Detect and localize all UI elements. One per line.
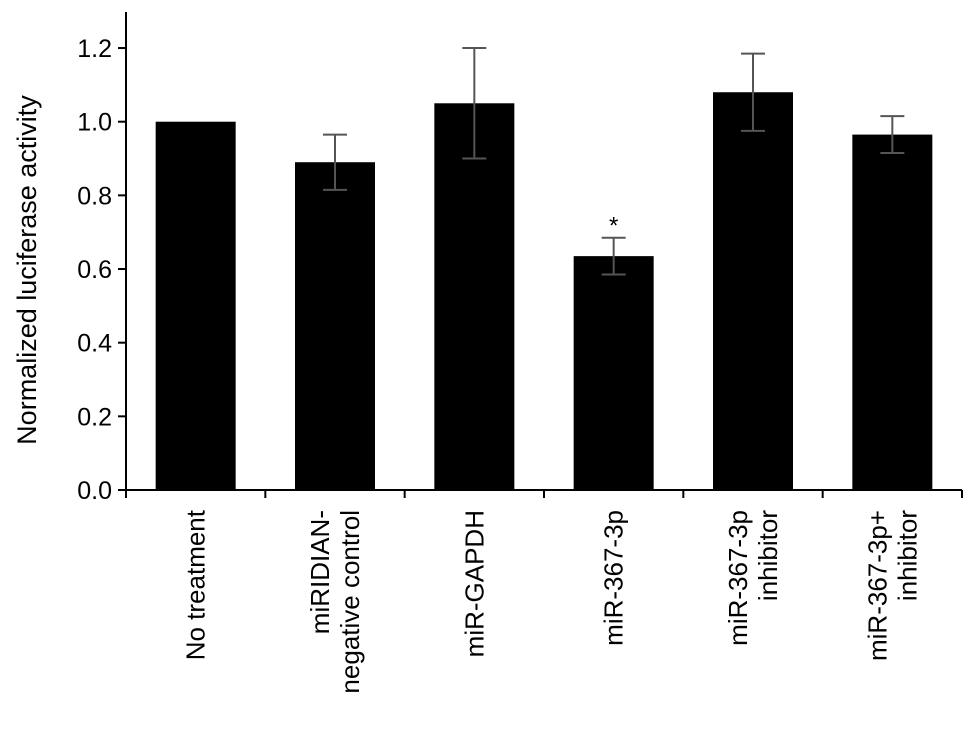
x-tick-label-line: inhibitor — [892, 510, 922, 601]
x-tick-label-line: negative control — [335, 510, 365, 694]
y-tick-label: 1.2 — [77, 35, 112, 63]
y-tick-label: 0.2 — [77, 403, 112, 431]
x-tick-label: No treatment — [181, 509, 211, 660]
bar — [713, 92, 793, 491]
bar — [295, 162, 375, 490]
error-bars — [323, 47, 905, 276]
x-tick-label-line: miR-367-3p+ — [862, 510, 892, 661]
x-tick-label: miR-367-3p — [599, 510, 629, 646]
x-tick-label-line: miR-367-3p — [599, 510, 629, 646]
bar — [852, 134, 933, 490]
x-tick-label: miR-367-3p+ inhibitor — [862, 510, 922, 661]
significance-marker: * — [609, 213, 618, 240]
x-tick-label: miRIDIAN-negative control — [305, 510, 365, 694]
y-tick-label: 0.4 — [77, 330, 112, 358]
x-tick-label: miR-GAPDH — [459, 510, 489, 657]
x-tick-label-line: miR-367-3p — [723, 510, 753, 646]
y-tick-label: 0.6 — [77, 256, 112, 284]
bar — [155, 121, 236, 490]
annotations: * — [609, 213, 618, 240]
x-tick-label-line: miRIDIAN- — [305, 510, 335, 634]
y-axis-title: Normalized luciferase activity — [12, 95, 42, 445]
x-tick-label: miR-367-3p inhibitor — [723, 510, 783, 646]
bar — [573, 256, 654, 490]
y-tick-label: 0.8 — [77, 182, 112, 210]
y-tick-label: 0.0 — [77, 477, 112, 505]
x-tick-labels: No treatment miRIDIAN-negative control miR… — [181, 509, 923, 693]
x-axis — [125, 489, 963, 498]
y-axis: 0.0 0.2 0.4 0.6 0.8 1.0 1.2 — [77, 12, 127, 505]
x-tick-label-line: No treatment — [181, 509, 211, 660]
bars — [155, 92, 933, 491]
bar — [434, 103, 515, 490]
x-tick-label-line: inhibitor — [753, 510, 783, 601]
x-tick-label-line: miR-GAPDH — [459, 510, 489, 657]
y-tick-label: 1.0 — [77, 109, 112, 137]
